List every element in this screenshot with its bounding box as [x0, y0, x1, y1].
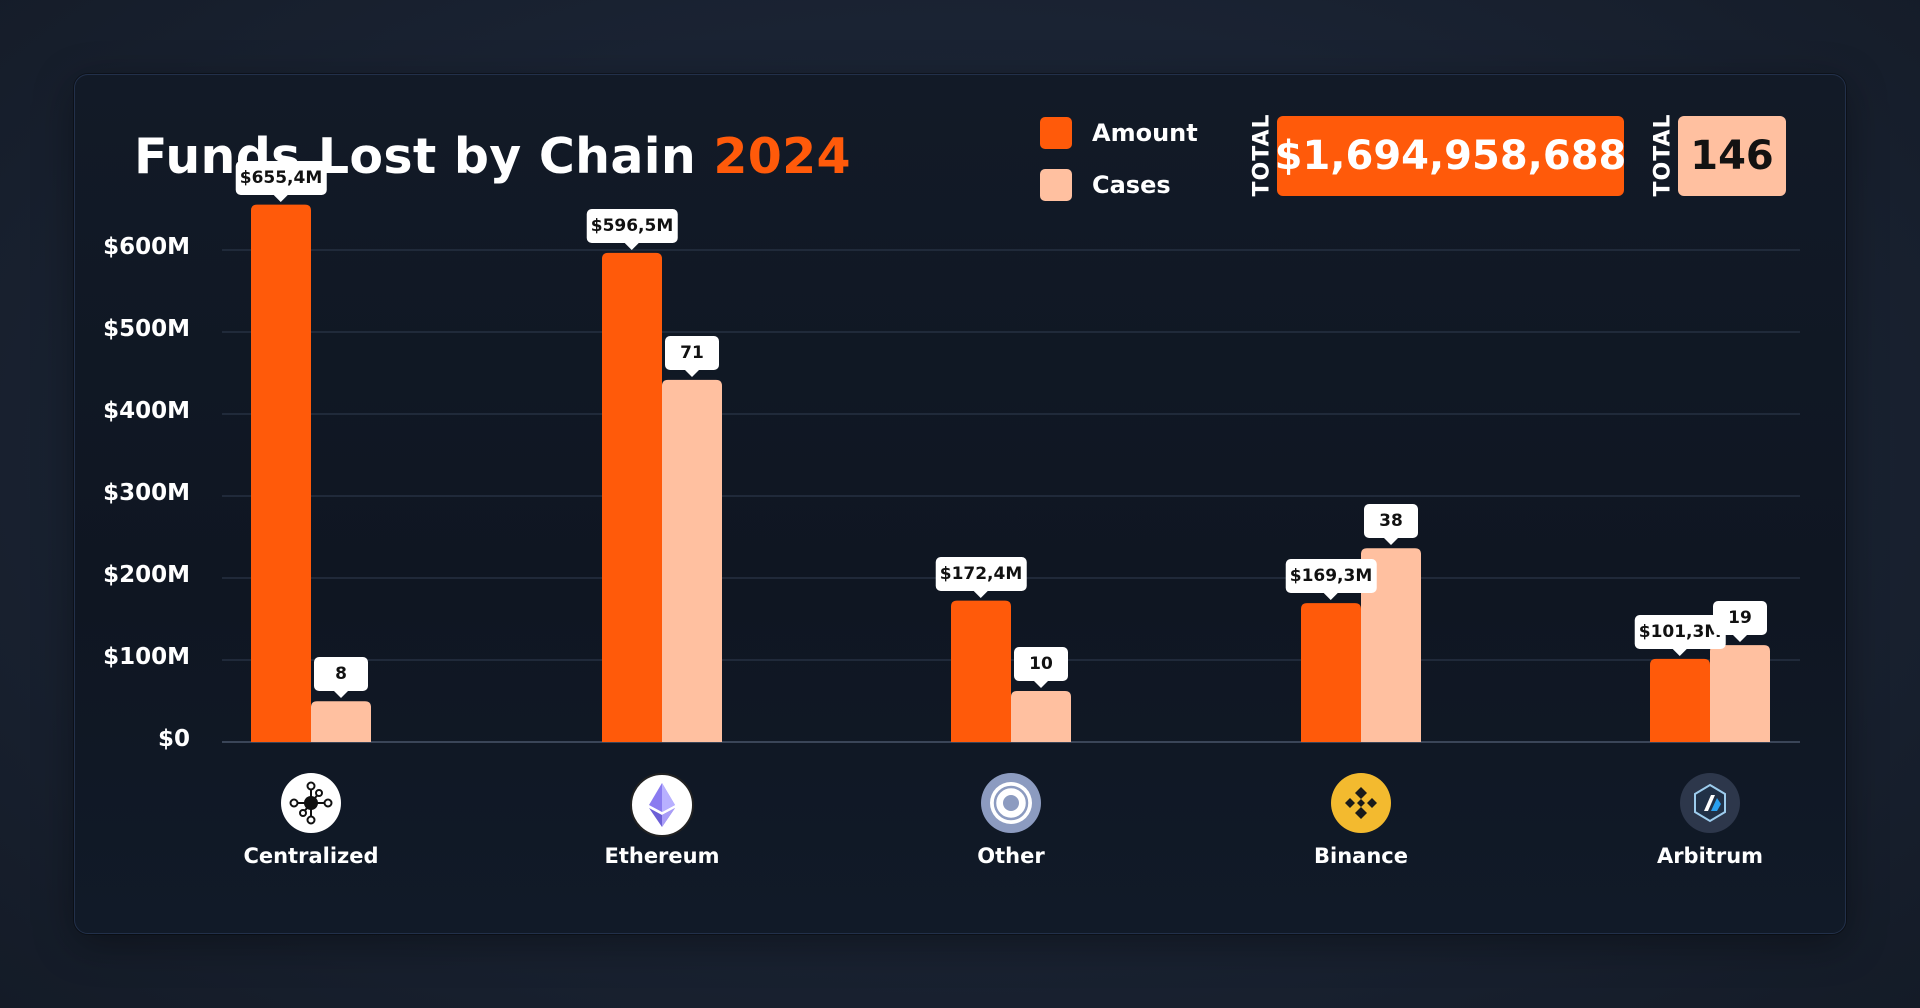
legend-label-amount: Amount	[1092, 119, 1198, 147]
y-tick-label: $300M	[103, 480, 190, 506]
y-tick-label: $100M	[103, 644, 190, 670]
ethereum-logo-icon	[630, 773, 694, 837]
cases-bar	[1011, 691, 1071, 742]
chart-panel	[74, 74, 1846, 934]
hub-network-icon	[281, 773, 341, 833]
total-amount-value: $1,694,958,688	[1275, 116, 1626, 196]
amount-bar	[251, 204, 311, 742]
amount-bar	[602, 252, 662, 742]
amount-bar	[1650, 658, 1710, 742]
title-main: Funds Lost by Chain	[134, 128, 696, 185]
y-tick-label: $0	[157, 726, 190, 752]
cases-data-label: 19	[1713, 601, 1767, 643]
binance-logo-icon	[1331, 773, 1391, 833]
amount-data-label: $169,3M	[1285, 559, 1377, 601]
legend-label-cases: Cases	[1092, 171, 1171, 199]
amount-data-label: $655,4M	[235, 160, 327, 202]
cases-data-label: 10	[1014, 647, 1068, 688]
cases-bar	[1361, 548, 1421, 742]
category-label-arbitrum: Arbitrum	[1656, 844, 1764, 868]
legend-item-amount: Amount	[1040, 116, 1198, 150]
category-label-binance: Binance	[1314, 844, 1408, 868]
y-tick-label: $600M	[103, 234, 190, 260]
cases-data-label: 38	[1364, 504, 1418, 546]
category-label-centralized: Centralized	[243, 844, 379, 868]
legend: Amount Cases	[1040, 116, 1198, 220]
cases-data-label: 71	[665, 335, 719, 377]
title-year: 2024	[713, 128, 851, 185]
cases-bar	[311, 701, 371, 742]
arbitrum-logo-icon	[1680, 773, 1740, 833]
category-label-ethereum: Ethereum	[604, 844, 720, 868]
amount-data-label: $172,4M	[935, 556, 1027, 598]
cases-bar	[662, 379, 722, 742]
total-cases-value: 146	[1678, 116, 1786, 196]
y-tick-label: $400M	[103, 398, 190, 424]
amount-data-label: $596,5M	[586, 208, 678, 250]
y-tick-label: $500M	[103, 316, 190, 342]
generic-chain-icon	[981, 773, 1041, 833]
y-tick-label: $200M	[103, 562, 190, 588]
amount-bar	[1301, 603, 1361, 742]
legend-swatch-cases	[1040, 169, 1072, 201]
chart-title: Funds Lost by Chain 2024	[134, 128, 851, 185]
amount-bar	[951, 600, 1011, 742]
cases-bar	[1710, 645, 1770, 742]
legend-swatch-amount	[1040, 117, 1072, 149]
legend-item-cases: Cases	[1040, 168, 1198, 202]
cases-data-label: 8	[314, 657, 368, 699]
category-label-other: Other	[977, 844, 1045, 868]
amount-data-label: $101,3M	[1634, 614, 1726, 656]
